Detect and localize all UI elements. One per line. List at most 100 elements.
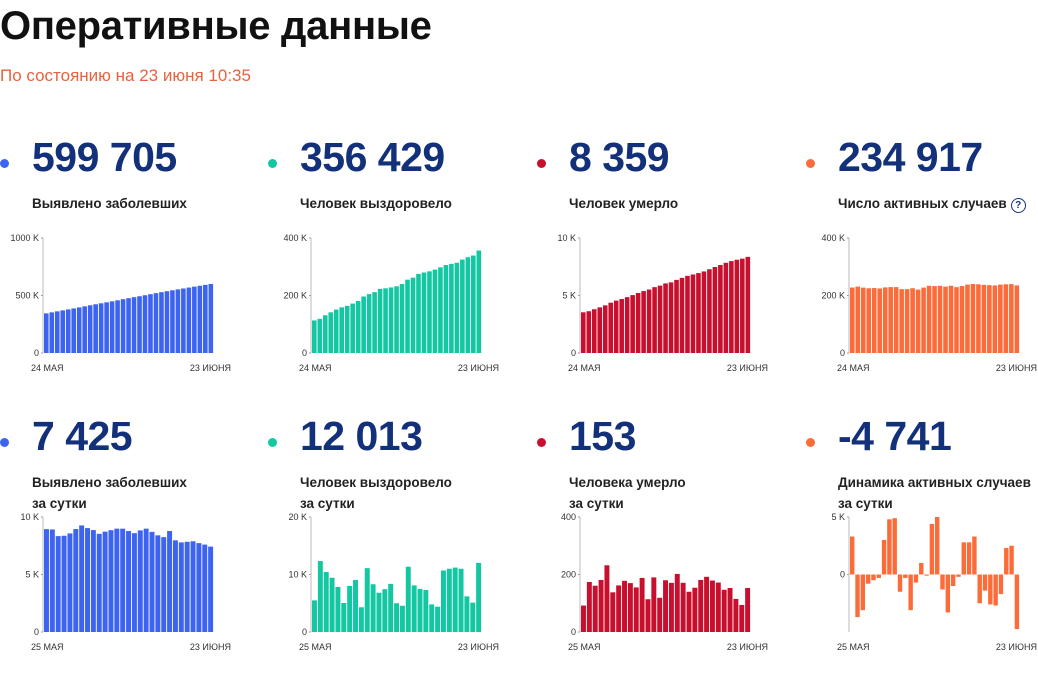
bar [685, 275, 690, 353]
bar [663, 580, 669, 632]
bar [899, 289, 904, 353]
series-color-dot [268, 159, 277, 168]
bar [932, 286, 937, 353]
bar [60, 310, 66, 353]
y-tick-label: 200 [561, 570, 576, 580]
bar [871, 574, 876, 581]
y-tick-label: 0 [571, 627, 576, 637]
bar [954, 287, 959, 353]
bar [998, 284, 1003, 353]
bar [443, 265, 449, 353]
bar [411, 585, 417, 632]
bar [67, 533, 73, 632]
bar [850, 287, 855, 353]
bar-chart: 0 200 400 25 МАЯ 23 ИЮНЯ [561, 512, 768, 652]
stat-value: 7 425 [32, 413, 133, 459]
bar [341, 603, 347, 632]
bar [49, 312, 55, 353]
bar [680, 582, 686, 632]
bar [860, 574, 866, 611]
bar [904, 289, 910, 353]
bar-chart: 0 5 K 10 K 24 МАЯ 23 ИЮНЯ [557, 233, 768, 373]
bar [987, 285, 992, 353]
bar [745, 588, 751, 632]
bar-chart: 0 200 K 400 K 24 МАЯ 23 ИЮНЯ [821, 233, 1037, 373]
bar [114, 528, 120, 632]
bar [945, 574, 951, 613]
bar [639, 577, 645, 632]
stat-label-line-2: за сутки [300, 496, 355, 511]
bar [73, 529, 79, 632]
stat-value: 234 917 [838, 134, 983, 180]
bar [164, 291, 170, 353]
bar [597, 307, 603, 353]
question-circle-icon[interactable]: ? [1010, 198, 1026, 213]
bar [850, 536, 855, 575]
bar [633, 587, 639, 632]
bar [155, 535, 161, 632]
bar [460, 259, 465, 353]
bar [877, 288, 883, 353]
bar [1014, 574, 1020, 630]
bar-chart: 0 500 K 1000 K 24 МАЯ 23 ИЮНЯ [10, 233, 231, 373]
bar [438, 267, 443, 353]
stat-label-line-2: за сутки [838, 496, 893, 511]
series-color-dot [268, 438, 277, 447]
bar [203, 284, 208, 353]
bar [608, 302, 614, 353]
bar [405, 566, 411, 632]
stat-card-7: 153 Человека умерло за сутки 0 200 400 25 МАЯ 2… [537, 412, 787, 692]
bar [394, 286, 399, 353]
bar [956, 574, 961, 577]
bar [734, 259, 740, 353]
bar [723, 262, 729, 353]
x-tick-label-start: 25 МАЯ [31, 642, 64, 652]
bar [452, 567, 458, 632]
x-tick-label-end: 23 ИЮНЯ [190, 363, 231, 373]
bar [76, 307, 82, 353]
y-tick-label: 0 [840, 570, 845, 580]
bar [355, 300, 361, 353]
bar [347, 585, 353, 632]
bar [458, 568, 464, 632]
bar [893, 287, 899, 353]
bar [674, 279, 679, 353]
x-tick-label-end: 23 ИЮНЯ [727, 363, 768, 373]
bar [668, 282, 674, 353]
bar [120, 528, 126, 632]
bar [888, 287, 893, 353]
stat-value: 599 705 [32, 134, 177, 180]
bar [919, 563, 924, 575]
stat-label: Человека умерло за сутки [569, 472, 686, 514]
stat-label-line-1: Человека умерло [569, 475, 686, 490]
bar [446, 568, 452, 632]
bar [421, 272, 427, 353]
bar [992, 285, 998, 353]
bar [370, 584, 376, 632]
bar [948, 285, 954, 353]
bar [115, 300, 120, 353]
stat-label: Человек умерло [569, 193, 678, 214]
y-tick-label: 400 K [821, 233, 845, 243]
series-color-dot [0, 438, 9, 447]
bar [196, 543, 202, 632]
x-tick-label-end: 23 ИЮНЯ [458, 642, 499, 652]
bar [137, 530, 143, 632]
stat-card-1: 599 705 Выявлено заболевших 0 500 K 1000 K 24… [0, 133, 250, 413]
series-color-dot [537, 438, 546, 447]
bar [630, 295, 635, 353]
bar [333, 309, 339, 353]
bar [432, 269, 438, 353]
series-color-dot [806, 159, 815, 168]
bar [718, 265, 723, 353]
bar [388, 583, 394, 632]
stat-label-line-1: Человек выздоровело [300, 196, 452, 211]
bar [972, 536, 977, 575]
bar [988, 574, 993, 605]
bar [464, 596, 470, 632]
y-tick-label: 5 K [831, 512, 845, 522]
bar [910, 288, 915, 353]
bar [866, 288, 872, 353]
bar [855, 574, 860, 618]
bar [131, 297, 137, 353]
